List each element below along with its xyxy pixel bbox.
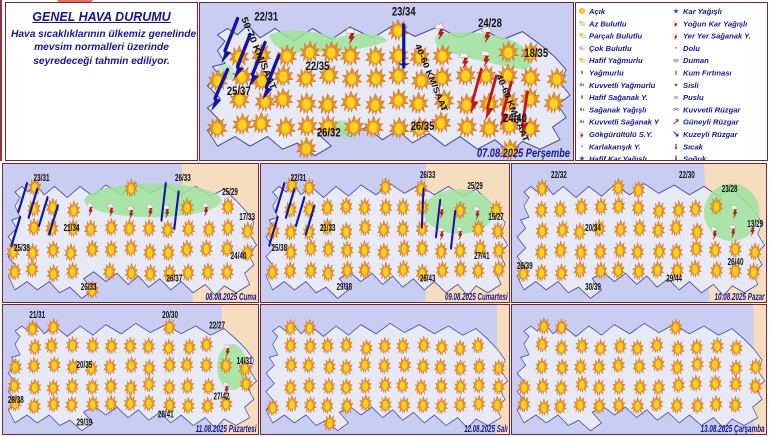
svg-text:25/29: 25/29 [222,185,238,197]
svg-text:25/38: 25/38 [14,241,30,253]
svg-text:21/33: 21/33 [320,221,336,233]
svg-text:28/41: 28/41 [158,409,174,420]
svg-text:26/39: 26/39 [517,259,533,271]
svg-text:Kum Fırtınası: Kum Fırtınası [683,69,732,78]
svg-text:23/31: 23/31 [34,171,50,183]
svg-text:13.08.2025 Çarşamba: 13.08.2025 Çarşamba [701,424,765,435]
svg-text:18/35: 18/35 [524,47,548,60]
svg-text:22/31: 22/31 [254,10,278,23]
svg-text:24/40: 24/40 [231,250,247,262]
svg-text:Kuzeyli Rüzgar: Kuzeyli Rüzgar [683,130,738,139]
svg-text:Sisli: Sisli [683,81,700,90]
svg-text:Açık: Açık [588,7,606,16]
svg-text:26/40: 26/40 [728,255,744,267]
svg-text:Sağanak Yağışlı: Sağanak Yağışlı [589,105,646,114]
svg-text:27/42: 27/42 [214,391,230,402]
svg-text:Hafif Sağanak Y.: Hafif Sağanak Y. [589,93,648,102]
svg-text:26/33: 26/33 [175,171,191,183]
svg-text:11.08.2025 Pazartesi: 11.08.2025 Pazartesi [196,424,257,435]
svg-text:Duman: Duman [683,56,709,65]
svg-text:13/29: 13/29 [747,217,763,229]
svg-text:22/32: 22/32 [551,168,567,180]
svg-text:Hafif Kar Yağışlı: Hafif Kar Yağışlı [589,155,647,161]
svg-text:25/38: 25/38 [272,241,288,253]
svg-text:Yağmurlu: Yağmurlu [589,69,624,78]
svg-text:23/28: 23/28 [722,182,738,194]
svg-text:24/28: 24/28 [478,17,502,30]
svg-text:22/27: 22/27 [209,320,225,331]
svg-text:Karlakarışık Y.: Karlakarışık Y. [589,142,641,151]
svg-text:24/40: 24/40 [503,112,527,125]
svg-text:Az Bulutlu: Az Bulutlu [588,19,627,28]
svg-text:22/35: 22/35 [306,60,330,73]
svg-text:27/41: 27/41 [474,249,490,261]
svg-text:29/38: 29/38 [337,280,353,292]
svg-text:Kuvvetli Yağmurlu: Kuvvetli Yağmurlu [589,81,656,90]
svg-text:Kar Yağışlı: Kar Yağışlı [683,7,722,16]
svg-text:Sıcak: Sıcak [683,142,704,151]
svg-text:Gökgürültülü S.Y.: Gökgürültülü S.Y. [589,130,652,139]
svg-text:20/35: 20/35 [76,360,92,371]
svg-text:22/30: 22/30 [679,168,695,180]
svg-text:25/37: 25/37 [227,85,251,98]
svg-text:10.08.2025 Pazar: 10.08.2025 Pazar [714,290,765,302]
svg-text:17/33: 17/33 [239,210,255,222]
svg-text:26/35: 26/35 [411,120,435,133]
svg-text:Soğuk: Soğuk [683,155,707,161]
svg-text:Çok Bulutlu: Çok Bulutlu [589,44,632,53]
svg-text:12.08.2025 Salı: 12.08.2025 Salı [464,424,508,435]
svg-text:23/34: 23/34 [392,6,416,19]
svg-text:Güneyli Rüzgar: Güneyli Rüzgar [683,118,740,127]
svg-text:20/34: 20/34 [585,222,601,234]
svg-text:26/33: 26/33 [420,168,436,180]
svg-text:15/27: 15/27 [488,210,504,222]
svg-text:Parçalı Bulutlu: Parçalı Bulutlu [589,32,643,41]
svg-text:26/33: 26/33 [81,280,97,292]
svg-text:Dolu: Dolu [683,44,700,53]
svg-text:14/31: 14/31 [237,356,253,367]
svg-text:29/44: 29/44 [666,272,682,284]
svg-text:26/37: 26/37 [166,272,182,284]
svg-text:Kuvvetli Rüzgar: Kuvvetli Rüzgar [683,105,741,114]
svg-text:30/39: 30/39 [585,280,601,292]
svg-text:07.08.2025 Perşembe: 07.08.2025 Perşembe [477,147,570,160]
svg-text:09.08.2025 Cumartesi: 09.08.2025 Cumartesi [445,290,508,302]
svg-text:Yer Yer Sağanak Y.: Yer Yer Sağanak Y. [683,32,751,41]
svg-text:26/32: 26/32 [317,127,341,140]
svg-text:29/39: 29/39 [76,417,92,428]
svg-text:08.08.2025 Cuma: 08.08.2025 Cuma [206,290,257,302]
svg-text:Puslu: Puslu [683,93,704,102]
svg-text:Yoğun Kar Yağışlı: Yoğun Kar Yağışlı [683,19,747,28]
svg-text:26/38: 26/38 [8,395,24,406]
svg-text:22/31: 22/31 [291,171,307,183]
svg-text:25/29: 25/29 [467,179,483,191]
svg-text:21/34: 21/34 [64,222,80,234]
svg-text:26/43: 26/43 [420,272,436,284]
svg-text:Kuvvetli Sağanak Y: Kuvvetli Sağanak Y [589,118,660,127]
svg-text:20/30: 20/30 [162,310,178,321]
svg-text:21/31: 21/31 [29,310,45,321]
svg-text:Hafif Yağmurlu: Hafif Yağmurlu [589,56,643,65]
